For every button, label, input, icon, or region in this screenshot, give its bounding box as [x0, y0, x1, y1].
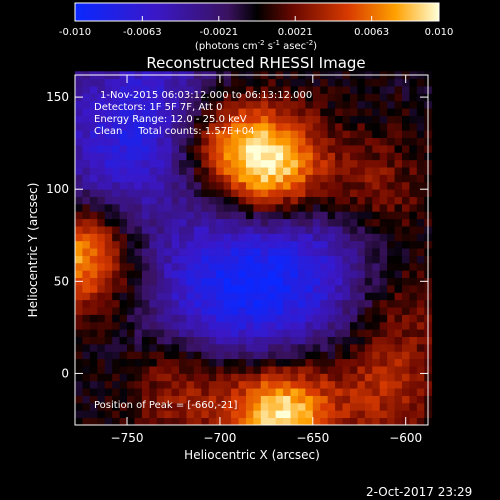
x-tick-label: −650	[296, 431, 329, 445]
y-tick-label: 150	[46, 90, 69, 104]
chart-title: Reconstructed RHESSI Image	[146, 54, 365, 72]
x-tick-label: −700	[203, 431, 236, 445]
colorbar-tick-label: 0.0063	[354, 27, 389, 38]
colorbar-tick-label: 0.0021	[278, 27, 313, 38]
info-energy-range: Energy Range: 12.0 - 25.0 keV	[94, 114, 247, 125]
timestamp: 2-Oct-2017 23:29	[366, 485, 472, 499]
observation-info: 1-Nov-2015 06:03:12.000 to 06:13:12.000 …	[94, 90, 312, 137]
heatmap-image	[75, 71, 433, 426]
y-axis: 0 50 100 150	[46, 90, 428, 380]
info-detectors: Detectors: 1F 5F 7F, Att 0	[94, 102, 222, 113]
peak-position-label: Position of Peak = [-660,-21]	[94, 400, 238, 411]
colorbar-unit-label: (photons cm-2 s-1 asec-2)	[195, 39, 317, 52]
colorbar-gradient	[74, 2, 440, 22]
y-tick-label: 100	[46, 182, 69, 196]
colorbar: -0.010 -0.0063 -0.0021 0.0021 0.0063 0.010 (p…	[59, 2, 454, 52]
y-tick-label: 0	[61, 366, 69, 380]
x-tick-label: −750	[111, 431, 144, 445]
info-clean-counts: Clean Total counts: 1.57E+04	[94, 126, 254, 137]
y-tick-label: 50	[54, 274, 69, 288]
x-axis: −750 −700 −650 −600	[111, 75, 422, 445]
colorbar-tick-label: 0.010	[425, 27, 454, 38]
colorbar-tick-label: -0.0021	[199, 27, 238, 38]
info-time-range: 1-Nov-2015 06:03:12.000 to 06:13:12.000	[100, 90, 312, 101]
x-tick-label: −600	[389, 431, 422, 445]
colorbar-tick-label: -0.010	[59, 27, 91, 38]
y-axis-label: Heliocentric Y (arcsec)	[26, 183, 40, 318]
colorbar-tick-label: -0.0063	[123, 27, 162, 38]
x-axis-label: Heliocentric X (arcsec)	[184, 448, 320, 462]
plot-frame	[74, 74, 429, 426]
